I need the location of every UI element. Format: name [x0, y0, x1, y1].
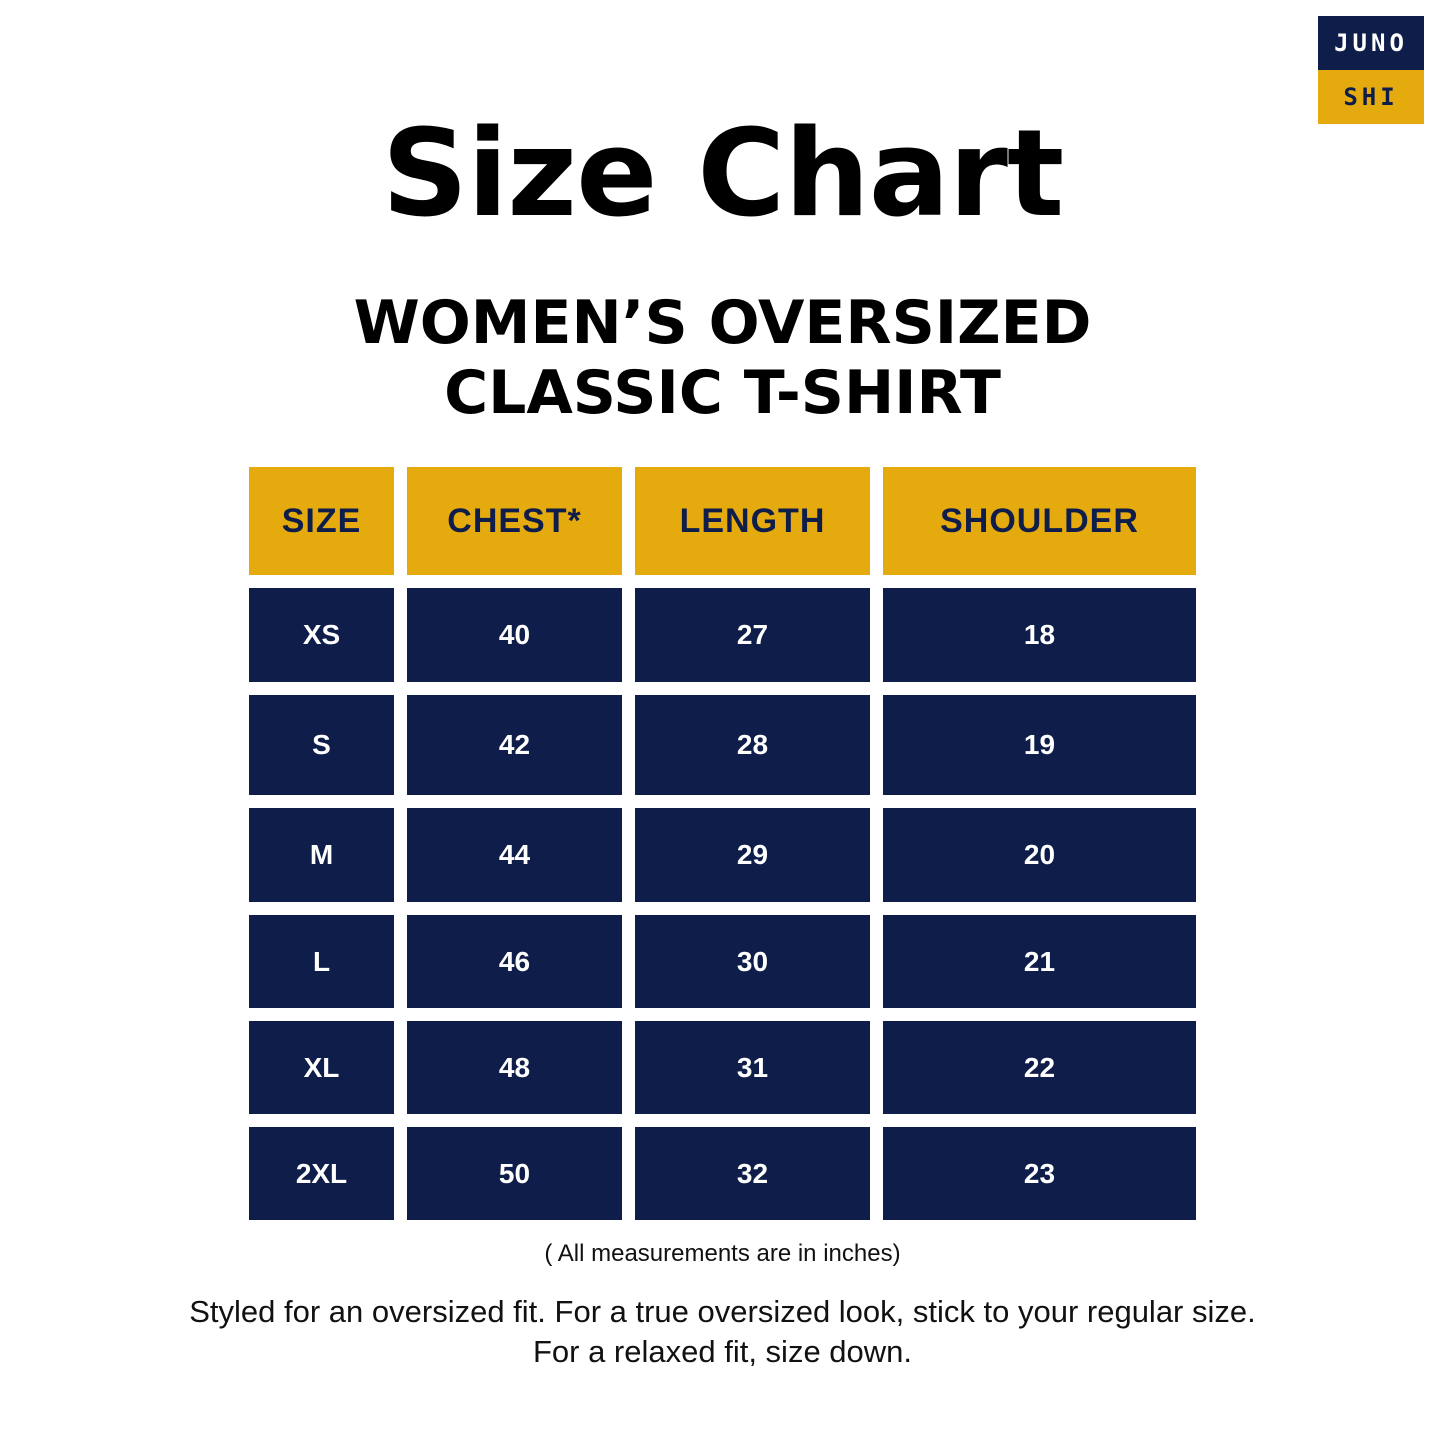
cell-chest: 46: [407, 915, 622, 1008]
brand-logo-bottom: SHI: [1318, 70, 1424, 124]
cell-size: M: [249, 808, 394, 902]
header-chest: CHEST*: [407, 467, 622, 575]
fit-advice: Styled for an oversized fit. For a true …: [0, 1292, 1445, 1372]
cell-shoulder: 23: [883, 1127, 1196, 1220]
cell-chest: 44: [407, 808, 622, 902]
cell-size: XL: [249, 1021, 394, 1114]
brand-logo: JUNO SHI: [1318, 16, 1424, 124]
cell-length: 28: [635, 695, 870, 795]
cell-length: 32: [635, 1127, 870, 1220]
cell-shoulder: 22: [883, 1021, 1196, 1114]
subtitle-line-2: CLASSIC T-SHIRT: [444, 358, 1001, 428]
cell-chest: 42: [407, 695, 622, 795]
fit-advice-line-1: Styled for an oversized fit. For a true …: [189, 1294, 1256, 1329]
cell-size: L: [249, 915, 394, 1008]
header-length: LENGTH: [635, 467, 870, 575]
cell-size: 2XL: [249, 1127, 394, 1220]
subtitle-line-1: WOMEN’S OVERSIZED: [353, 288, 1092, 358]
cell-shoulder: 20: [883, 808, 1196, 902]
cell-size: XS: [249, 588, 394, 682]
cell-shoulder: 19: [883, 695, 1196, 795]
page-title: Size Chart: [381, 105, 1065, 244]
cell-length: 31: [635, 1021, 870, 1114]
header-size: SIZE: [249, 467, 394, 575]
table-row: M 44 29 20: [249, 808, 1196, 902]
table-row: S 42 28 19: [249, 695, 1196, 795]
fit-advice-line-2: For a relaxed fit, size down.: [532, 1334, 913, 1369]
brand-logo-top: JUNO: [1318, 16, 1424, 70]
table-row: XL 48 31 22: [249, 1021, 1196, 1114]
header-shoulder: SHOULDER: [883, 467, 1196, 575]
cell-shoulder: 21: [883, 915, 1196, 1008]
product-subtitle: WOMEN’S OVERSIZED CLASSIC T-SHIRT: [0, 288, 1445, 428]
cell-chest: 40: [407, 588, 622, 682]
table-row: L 46 30 21: [249, 915, 1196, 1008]
cell-length: 29: [635, 808, 870, 902]
cell-length: 30: [635, 915, 870, 1008]
cell-size: S: [249, 695, 394, 795]
cell-shoulder: 18: [883, 588, 1196, 682]
cell-length: 27: [635, 588, 870, 682]
table-row: 2XL 50 32 23: [249, 1127, 1196, 1220]
cell-chest: 48: [407, 1021, 622, 1114]
measurement-note: ( All measurements are in inches): [544, 1240, 901, 1267]
table-row: XS 40 27 18: [249, 588, 1196, 682]
table-header-row: SIZE CHEST* LENGTH SHOULDER: [249, 467, 1196, 575]
cell-chest: 50: [407, 1127, 622, 1220]
